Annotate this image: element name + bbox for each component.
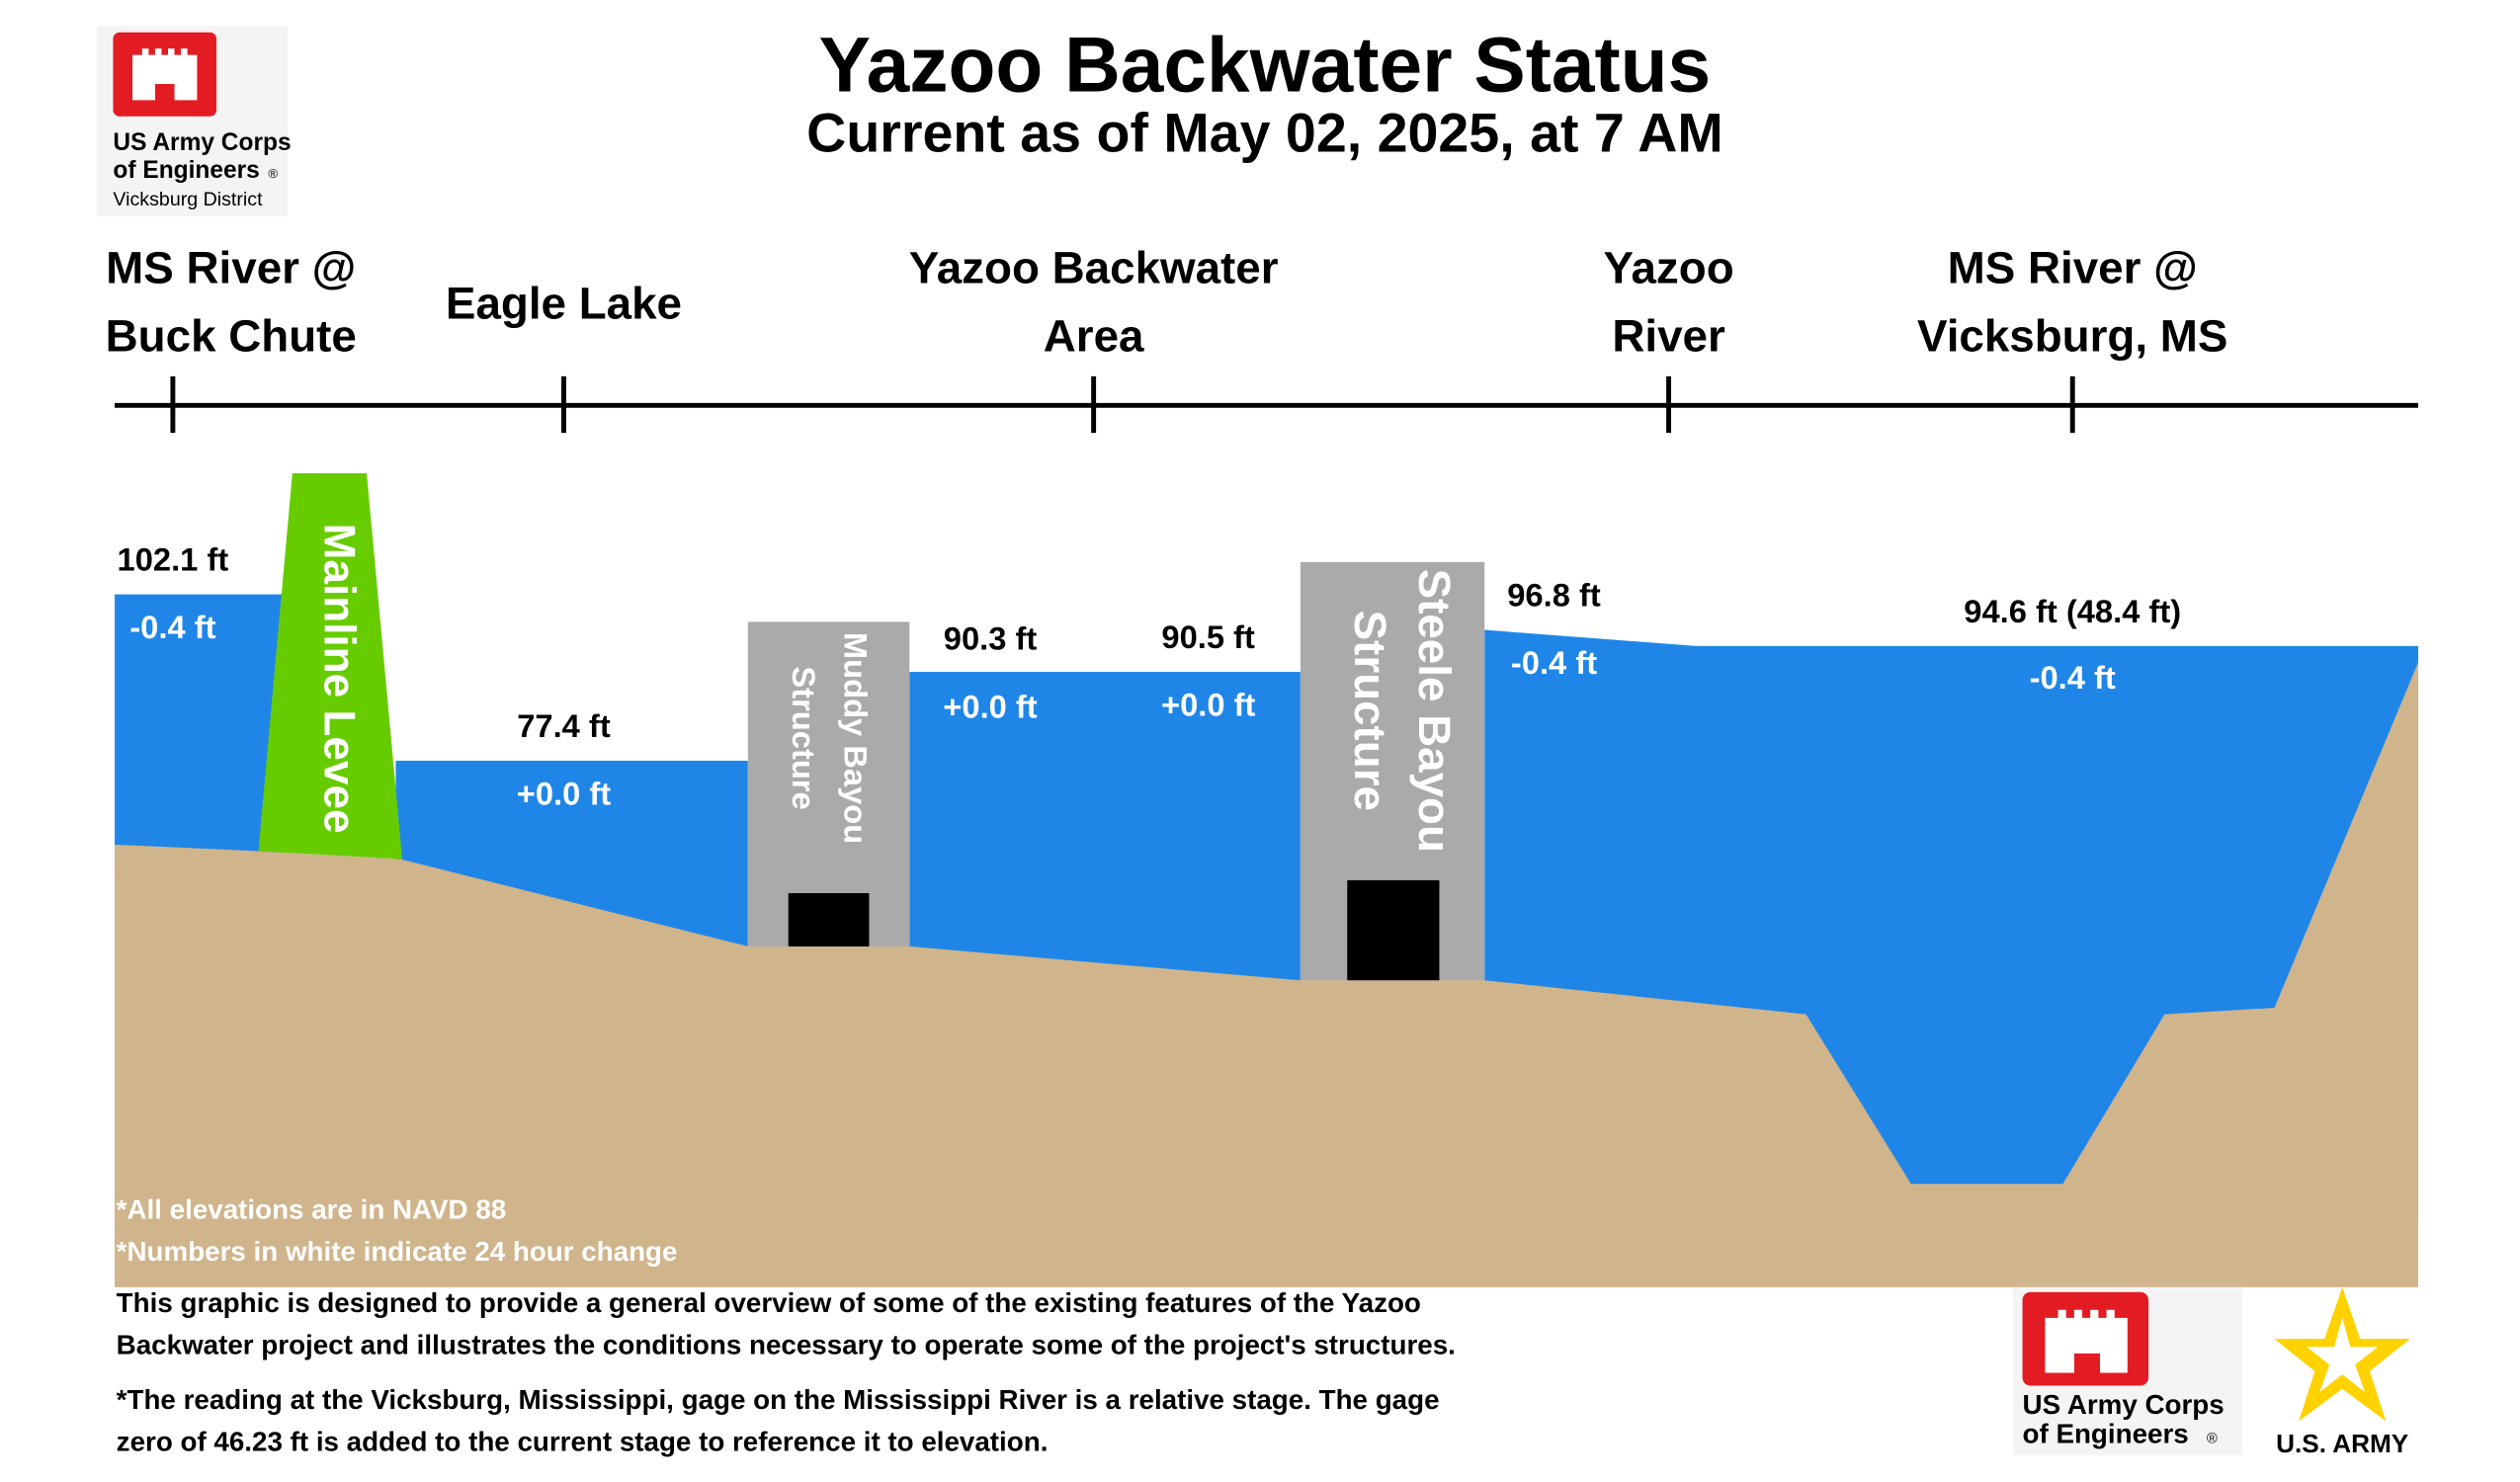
stage: 90.5 ft [1161, 618, 1255, 655]
footer-castle-icon [2045, 1309, 2128, 1373]
army-star-inner [2307, 1317, 2379, 1393]
stage: 102.1 ft [118, 541, 229, 578]
note: zero of 46.23 ft is added to the current… [117, 1427, 1049, 1457]
change: -0.4 ft [1511, 644, 1597, 681]
location-label: Yazoo Backwater [909, 243, 1279, 293]
structure-label: Structure [786, 666, 822, 809]
stage: 90.3 ft [944, 620, 1038, 657]
change: +0.0 ft [1161, 687, 1255, 723]
footer-logo-text: of Engineers [2023, 1419, 2189, 1449]
logo-text: Vicksburg District [113, 189, 263, 210]
stage: 94.6 ft (48.4 ft) [1964, 593, 2181, 629]
army-text: U.S. ARMY [2276, 1429, 2409, 1458]
subtitle: Current as of May 02, 2025, at 7 AM [806, 103, 1722, 164]
location-label: Yazoo [1603, 243, 1733, 293]
structure-label: Steele Bayou [1409, 569, 1460, 853]
levee [258, 472, 403, 860]
footer-registered: ® [2207, 1431, 2218, 1446]
structure-label: Structure [1345, 611, 1395, 811]
location-label: MS River @ [1948, 243, 2198, 293]
logo-text: of Engineers [113, 157, 259, 184]
location-label: Vicksburg, MS [1917, 310, 2227, 361]
stage: 77.4 ft [517, 707, 611, 744]
stage: 96.8 ft [1507, 576, 1601, 613]
location-label: Buck Chute [106, 310, 357, 361]
change: -0.4 ft [129, 609, 215, 645]
location-label: MS River @ [106, 243, 356, 293]
gate [1347, 879, 1440, 981]
footnote: *Numbers in white indicate 24 hour chang… [117, 1236, 678, 1267]
note: This graphic is designed to provide a ge… [117, 1287, 1421, 1318]
logo-text: US Army Corps [113, 129, 291, 156]
location-label: Eagle Lake [446, 279, 682, 329]
title: Yazoo Backwater Status [819, 22, 1712, 109]
note: Backwater project and illustrates the co… [117, 1330, 1456, 1360]
location-axis [115, 375, 2419, 434]
change: +0.0 ft [943, 688, 1037, 724]
structure-label: Muddy Bayou [837, 632, 874, 844]
readings: 102.1 ft -0.4 ft 77.4 ft +0.0 ft 90.3 ft… [118, 541, 2182, 812]
footnote: *All elevations are in NAVD 88 [117, 1194, 507, 1224]
gate [788, 892, 870, 947]
location-label: River [1612, 310, 1725, 361]
note: *The reading at the Vicksburg, Mississip… [117, 1384, 1440, 1415]
muddy-bayou-structure [747, 621, 910, 947]
logo-castle-icon [132, 48, 198, 101]
footer-logo-text: US Army Corps [2023, 1389, 2225, 1420]
change: +0.0 ft [517, 776, 611, 812]
location-label: Area [1044, 310, 1144, 361]
ground [115, 662, 2419, 1287]
change: -0.4 ft [2030, 659, 2116, 696]
structure-label: Mainline Levee [314, 524, 363, 834]
logo-registered: ® [268, 166, 278, 181]
